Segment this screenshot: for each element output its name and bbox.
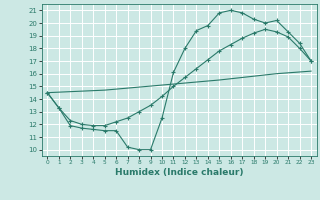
X-axis label: Humidex (Indice chaleur): Humidex (Indice chaleur) xyxy=(115,168,244,177)
